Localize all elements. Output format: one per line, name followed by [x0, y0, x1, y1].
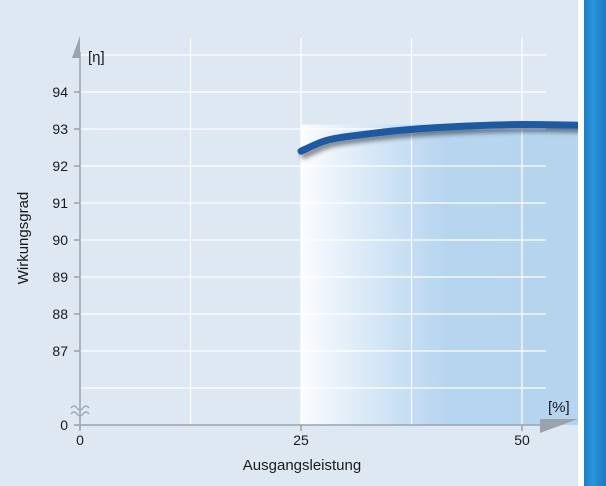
y-tick-label: 92 — [52, 158, 68, 174]
y-tick-label: 93 — [52, 121, 68, 137]
y-axis-title: Wirkungsgrad — [15, 192, 32, 285]
efficiency-area-shade — [301, 124, 578, 425]
axes: 087888990919293940255075100 — [52, 36, 578, 448]
y-tick-label: 89 — [52, 269, 68, 285]
y-tick-label: 88 — [52, 306, 68, 322]
x-unit-label: [%] — [548, 399, 570, 416]
x-tick-label: 25 — [293, 432, 309, 448]
y-tick-label: 94 — [52, 84, 68, 100]
y-tick-label: 87 — [52, 343, 68, 359]
x-axis-arrow — [540, 419, 578, 433]
efficiency-curve — [297, 121, 578, 155]
axis-break-mark — [70, 405, 90, 411]
y-unit-label: [η] — [88, 49, 105, 66]
x-axis-title: Ausgangsleistung — [243, 457, 361, 474]
shaded-region — [301, 124, 578, 425]
x-tick-label: 50 — [514, 432, 530, 448]
axis-break-mark — [70, 411, 90, 417]
x-tick-label: 0 — [76, 432, 84, 448]
side-bar-gap — [578, 0, 584, 486]
y-tick-label: 0 — [60, 417, 68, 433]
series-layer — [297, 121, 578, 155]
efficiency-chart: 087888990919293940255075100 [η] [%] Ausg… — [15, 36, 578, 474]
y-tick-label: 91 — [52, 195, 68, 211]
grid — [80, 38, 546, 425]
side-accent-bar — [584, 0, 606, 486]
y-axis-arrow — [72, 36, 80, 58]
y-tick-label: 90 — [52, 232, 68, 248]
